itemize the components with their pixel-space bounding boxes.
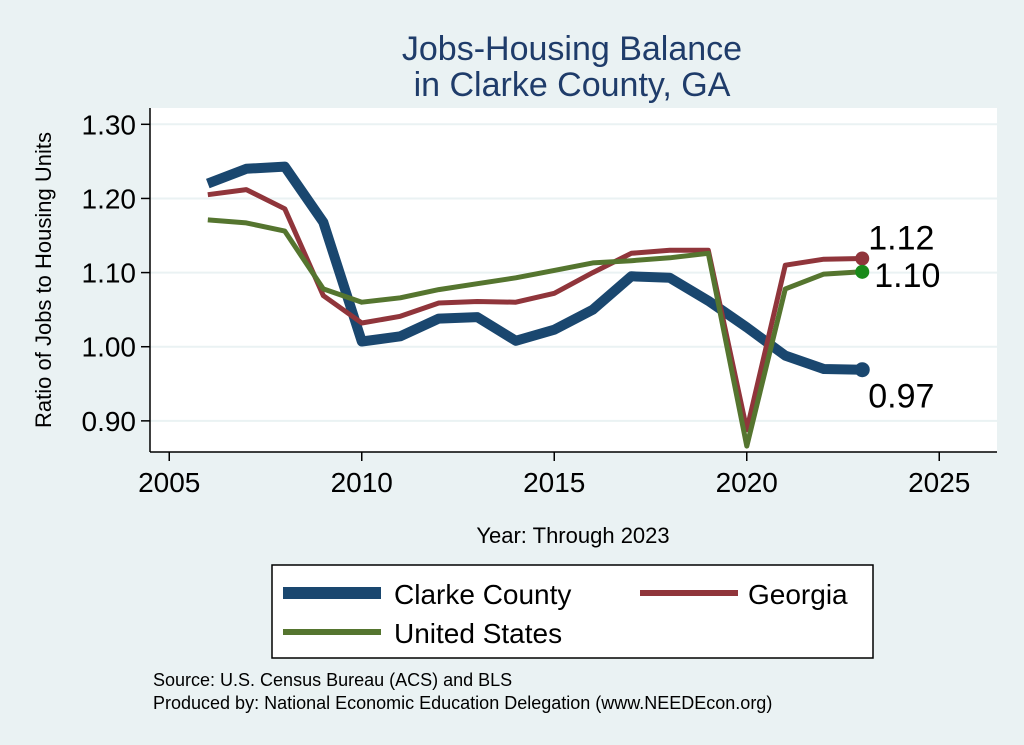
y-tick-label-0: 0.90: [82, 406, 137, 437]
source-note: Source: U.S. Census Bureau (ACS) and BLS: [153, 670, 512, 690]
y-tick-label-3: 1.20: [82, 183, 137, 214]
series-line-united-states: [207, 217, 863, 449]
end-marker-georgia: [855, 251, 870, 266]
chart-title-line-1: Jobs-Housing Balance: [402, 30, 742, 68]
legend: Clarke County Georgia United States: [271, 564, 874, 659]
end-label-georgia: 1.12: [868, 220, 934, 258]
legend-label-georgia: Georgia: [748, 579, 848, 610]
axes: [149, 108, 997, 453]
series-end-markers: [854, 251, 870, 378]
y-axis-ticks: 0.90 1.00 1.10 1.20 1.30: [82, 109, 150, 437]
y-tick-label-2: 1.10: [82, 258, 137, 289]
x-tick-label-3: 2020: [716, 467, 778, 498]
x-tick-label-0: 2005: [138, 467, 200, 498]
legend-label-clarke-county: Clarke County: [394, 579, 571, 610]
x-axis-label: Year: Through 2023: [476, 523, 669, 548]
x-tick-label-1: 2010: [331, 467, 393, 498]
end-label-clarke-county: 0.97: [868, 378, 934, 416]
x-axis-ticks: 2005 2010 2015 2020 2025: [138, 452, 970, 498]
y-axis-label: Ratio of Jobs to Housing Units: [31, 132, 56, 428]
legend-label-united-states: United States: [394, 618, 562, 649]
series-lines: [206, 161, 863, 449]
y-tick-label-1: 1.00: [82, 332, 137, 363]
series-line-clarke-county: [206, 161, 863, 375]
plot-area: [150, 108, 997, 452]
end-marker-clarke-county: [854, 362, 870, 378]
end-marker-united-states: [855, 264, 870, 279]
end-label-united-states: 1.10: [874, 257, 940, 295]
legend-box: [271, 564, 874, 659]
producer-note: Produced by: National Economic Education…: [153, 693, 772, 713]
series-end-labels: 0.97 1.121.10: [868, 220, 940, 416]
x-tick-label-2: 2015: [523, 467, 585, 498]
chart-title-line-2: in Clarke County, GA: [414, 66, 731, 104]
y-tick-label-4: 1.30: [82, 109, 137, 140]
x-tick-label-4: 2025: [908, 467, 970, 498]
